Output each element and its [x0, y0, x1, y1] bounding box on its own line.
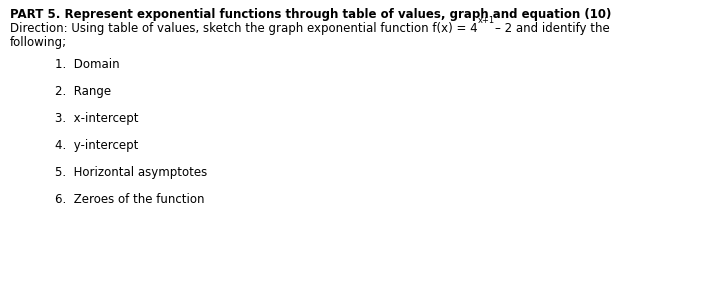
Text: Direction: Using table of values, sketch the graph exponential function f(x) = 4: Direction: Using table of values, sketch…	[10, 22, 477, 35]
Text: 6.  Zeroes of the function: 6. Zeroes of the function	[55, 193, 204, 206]
Text: following;: following;	[10, 36, 67, 49]
Text: 4.  y-intercept: 4. y-intercept	[55, 139, 138, 152]
Text: 2.  Range: 2. Range	[55, 85, 111, 98]
Text: PART 5. Represent exponential functions through table of values, graph and equat: PART 5. Represent exponential functions …	[10, 8, 611, 21]
Text: 5.  Horizontal asymptotes: 5. Horizontal asymptotes	[55, 166, 207, 179]
Text: x+1: x+1	[477, 16, 495, 25]
Text: 1.  Domain: 1. Domain	[55, 58, 120, 71]
Text: – 2 and identify the: – 2 and identify the	[495, 22, 610, 35]
Text: 3.  x-intercept: 3. x-intercept	[55, 112, 138, 125]
